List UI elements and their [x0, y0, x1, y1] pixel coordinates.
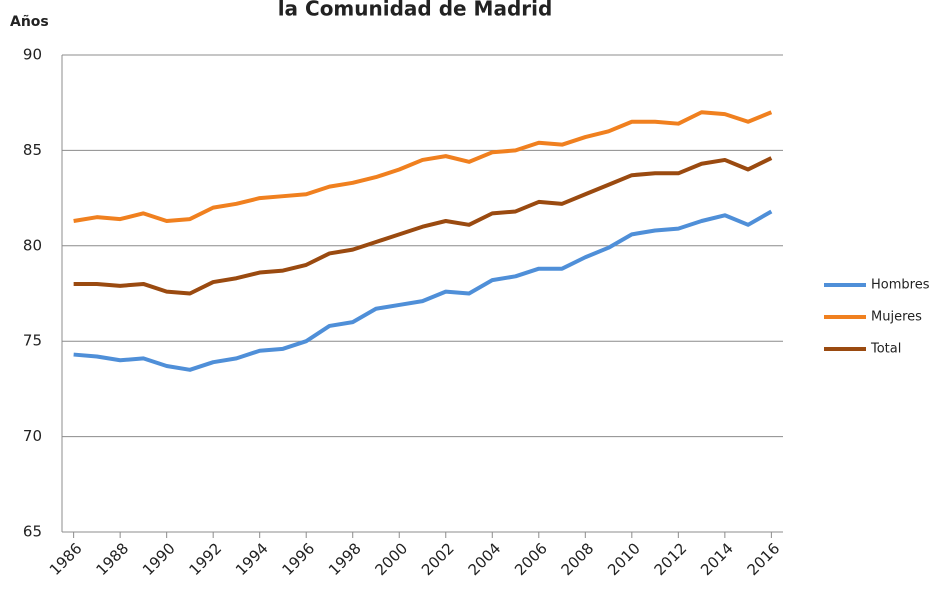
x-tick-label: 1986 — [46, 539, 86, 579]
x-tick-label: 2000 — [372, 539, 412, 579]
x-tick-label: 1988 — [92, 539, 132, 579]
x-tick-label: 1994 — [232, 539, 272, 579]
x-tick-label: 2004 — [465, 539, 505, 579]
y-tick-label: 80 — [23, 236, 42, 254]
x-tick-label: 2014 — [697, 539, 737, 579]
y-tick-label: 90 — [23, 46, 42, 64]
x-tick-label: 1996 — [278, 539, 318, 579]
x-tick-label: 2008 — [558, 539, 598, 579]
series-line — [73, 209, 773, 372]
x-tick-label: 1990 — [139, 539, 179, 579]
y-tick-label: 70 — [23, 427, 42, 445]
y-tick-label: 85 — [23, 141, 42, 159]
y-axis-label: Años — [10, 14, 49, 30]
x-tick-label: 2002 — [418, 539, 458, 579]
y-tick-label: 75 — [23, 332, 42, 350]
x-tick-label: 2010 — [604, 539, 644, 579]
chart-title: la Comunidad de Madrid — [278, 0, 553, 21]
legend-label: Mujeres — [871, 310, 922, 325]
x-tick-label: 2006 — [511, 539, 551, 579]
series-line — [73, 156, 773, 296]
legend-label: Total — [870, 342, 901, 357]
x-tick-label: 2012 — [651, 539, 691, 579]
y-tick-label: 65 — [23, 523, 42, 541]
x-tick-label: 1998 — [325, 539, 365, 579]
legend-label: Hombres — [871, 278, 930, 293]
x-tick-label: 2016 — [744, 539, 784, 579]
x-tick-label: 1992 — [185, 539, 225, 579]
series-line — [73, 110, 773, 223]
